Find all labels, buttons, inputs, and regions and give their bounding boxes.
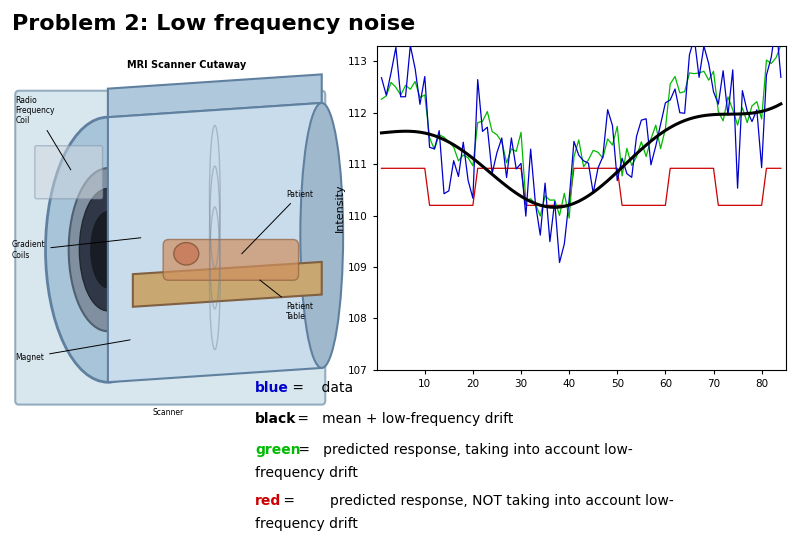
Text: Problem 2: Low frequency noise: Problem 2: Low frequency noise — [12, 14, 416, 33]
Ellipse shape — [69, 168, 147, 331]
Text: frequency drift: frequency drift — [255, 466, 358, 480]
Text: =   predicted response, taking into account low-: = predicted response, taking into accoun… — [294, 443, 633, 457]
Polygon shape — [133, 262, 322, 307]
Text: Patient: Patient — [241, 190, 313, 254]
Text: MRI Scanner Cutaway: MRI Scanner Cutaway — [126, 60, 246, 70]
FancyBboxPatch shape — [163, 240, 299, 280]
Ellipse shape — [174, 242, 198, 265]
Polygon shape — [108, 103, 322, 382]
Text: green: green — [255, 443, 301, 457]
Ellipse shape — [79, 188, 136, 311]
Text: Gradient
Coils: Gradient Coils — [11, 238, 141, 260]
Text: Radio
Frequency
Coil: Radio Frequency Coil — [15, 96, 70, 170]
Polygon shape — [108, 75, 322, 117]
Text: red: red — [255, 494, 281, 508]
Text: blue: blue — [255, 381, 289, 395]
FancyBboxPatch shape — [15, 91, 326, 404]
Text: =   mean + low-frequency drift: = mean + low-frequency drift — [293, 412, 514, 426]
Text: Magnet: Magnet — [15, 340, 130, 362]
Text: Scanner: Scanner — [153, 408, 184, 417]
Ellipse shape — [45, 117, 170, 382]
Text: frequency drift: frequency drift — [255, 517, 358, 531]
Text: =        predicted response, NOT taking into account low-: = predicted response, NOT taking into ac… — [279, 494, 674, 508]
Text: Patient
Table: Patient Table — [260, 280, 313, 321]
Ellipse shape — [90, 211, 126, 288]
Text: black: black — [255, 412, 296, 426]
Y-axis label: Intensity: Intensity — [335, 184, 345, 232]
Ellipse shape — [301, 103, 343, 368]
Text: =    data: = data — [288, 381, 353, 395]
FancyBboxPatch shape — [35, 146, 103, 199]
